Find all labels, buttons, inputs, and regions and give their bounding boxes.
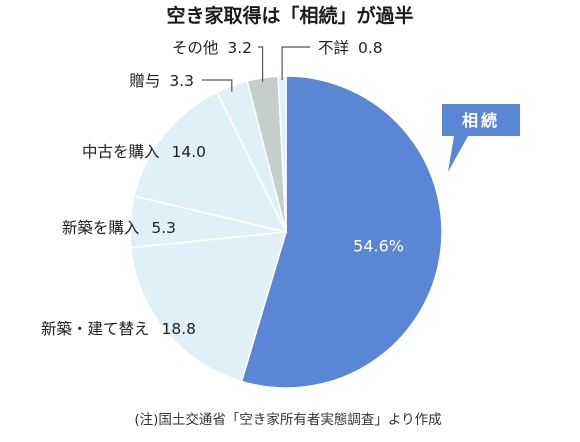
leader-line-4 <box>202 79 233 92</box>
slice-label-3: 中古を購入 14.0 <box>82 143 206 161</box>
pie-slices <box>129 75 443 389</box>
slice-0-souzoku <box>240 75 443 389</box>
slice-label-1: 新築・建て替え 18.8 <box>41 320 196 338</box>
slice-3-segment <box>133 91 288 234</box>
slice-value-souzoku: 54.6% <box>353 237 404 256</box>
chart-title: 空き家取得は「相続」が過半 <box>166 4 413 27</box>
slice-1-segment <box>129 231 288 383</box>
source-note: (注)国土交通省「空き家所有者実態調査」より作成 <box>134 411 441 428</box>
slice-label-6: 不詳 0.8 <box>318 39 383 57</box>
slice-label-2: 新築を購入 5.3 <box>62 219 176 237</box>
souzoku-badge-label: 相続 <box>462 111 500 130</box>
slice-label-5: その他 3.2 <box>172 39 252 57</box>
leader-line-6 <box>281 46 310 80</box>
leader-line-5 <box>258 46 264 82</box>
souzoku-callout-badge <box>442 104 520 172</box>
slice-label-4: 贈与 3.3 <box>129 72 194 90</box>
